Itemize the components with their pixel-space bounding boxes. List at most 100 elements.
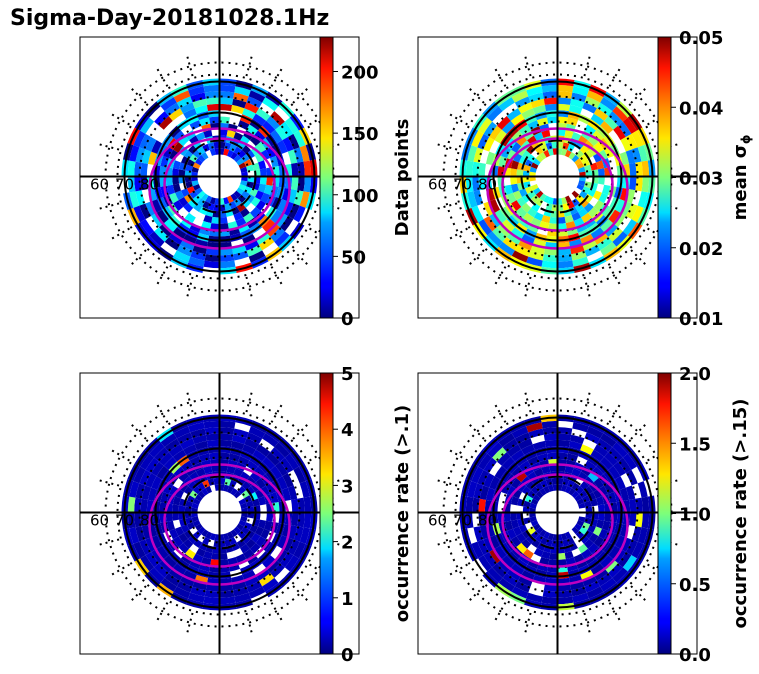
heatmap-cell	[151, 461, 164, 477]
heatmap-cell	[180, 102, 195, 114]
axes-frame	[417, 36, 698, 319]
heatmap-cell	[530, 485, 540, 495]
heatmap-cell	[262, 120, 276, 134]
heatmap-cell	[564, 215, 574, 224]
heatmap-cell	[526, 145, 536, 155]
heatmap-cell	[521, 193, 531, 203]
heatmap-cell	[172, 512, 180, 521]
heatmap-cell	[219, 248, 234, 256]
heatmap-cell	[521, 233, 535, 245]
heatmap-cell	[533, 212, 544, 221]
heatmap-cell	[530, 162, 539, 169]
heatmap-cell	[513, 526, 522, 537]
heatmap-cell	[567, 201, 575, 210]
heatmap-cell	[565, 531, 572, 540]
heatmap-cell	[635, 176, 643, 192]
heatmap-cell	[127, 512, 136, 529]
heatmap-cell	[584, 486, 594, 496]
ring-label: 70	[453, 512, 472, 530]
heatmap-cell	[590, 227, 605, 240]
heatmap-cell	[465, 176, 474, 193]
heatmap-cell	[535, 190, 544, 199]
heatmap-cell	[507, 149, 517, 161]
heatmap-cell	[205, 195, 212, 204]
heatmap-cell	[570, 580, 585, 591]
heatmap-cell	[163, 219, 177, 233]
heatmap-cell	[539, 151, 547, 160]
heatmap-cell	[584, 244, 601, 257]
heatmap-cell	[514, 96, 531, 109]
heatmap-cell	[518, 188, 528, 197]
heatmap-cell	[530, 184, 539, 191]
heatmap-cell	[539, 220, 550, 230]
heatmap-cell	[241, 145, 251, 155]
heatmap-cell	[183, 150, 193, 160]
colorbar	[657, 36, 672, 319]
heatmap-cell	[477, 469, 490, 486]
heatmap-cell	[246, 150, 256, 160]
heatmap-cell	[510, 563, 525, 576]
heatmap-cell	[521, 538, 532, 549]
heatmap-cell	[511, 200, 522, 211]
longitude-spoke	[95, 478, 120, 487]
heatmap-cell	[172, 449, 187, 462]
heatmap-cell	[129, 145, 140, 162]
heatmap-cell	[465, 496, 474, 513]
heatmap-cell	[618, 552, 632, 568]
heatmap-cell	[543, 97, 558, 105]
heatmap-cell	[478, 555, 493, 572]
heatmap-cell	[557, 534, 563, 541]
heatmap-cell	[203, 260, 220, 269]
heatmap-cell	[260, 192, 270, 204]
heatmap-cell	[612, 106, 628, 122]
heatmap-cell	[227, 531, 234, 540]
heatmap-cell	[249, 542, 261, 554]
heatmap-cell	[579, 176, 586, 182]
heatmap-cell	[614, 476, 626, 490]
heatmap-cell	[584, 432, 601, 445]
heatmap-cell	[579, 171, 586, 177]
heatmap-cell	[510, 160, 519, 170]
heatmap-cell	[596, 160, 605, 170]
heatmap-cell	[641, 176, 650, 193]
heatmap-cell	[529, 176, 536, 182]
heatmap-cell	[243, 212, 254, 223]
heatmap-cell	[557, 477, 564, 485]
ring-label: 60	[90, 176, 109, 194]
heatmap-cell	[172, 168, 180, 177]
heatmap-cell	[629, 498, 637, 513]
heatmap-cell	[503, 512, 511, 522]
heatmap-cell	[620, 137, 632, 152]
heatmap-cell	[241, 490, 250, 499]
heatmap-cell	[510, 496, 519, 506]
heatmap-cell	[506, 232, 522, 245]
heatmap-cell	[252, 113, 267, 126]
heatmap-cell	[287, 485, 298, 500]
heatmap-cell	[532, 523, 541, 531]
longitude-spoke	[245, 388, 254, 413]
heatmap-cell	[487, 442, 503, 458]
heatmap-cell	[637, 481, 648, 498]
heatmap-cell	[233, 468, 244, 477]
heatmap-cell	[284, 117, 299, 134]
heatmap-cell	[147, 151, 158, 165]
heatmap-cell	[527, 490, 536, 499]
heatmap-cell	[297, 512, 305, 528]
heatmap-cell	[551, 477, 558, 485]
heatmap-cell	[516, 169, 524, 177]
heatmap-cell	[524, 186, 533, 194]
heatmap-cell	[244, 102, 259, 114]
heatmap-cell	[265, 146, 276, 159]
heatmap-cell	[158, 115, 173, 130]
heatmap-cell	[590, 449, 605, 462]
heatmap-cell	[483, 473, 495, 488]
heatmap-cell	[203, 420, 220, 429]
heatmap-cell	[471, 466, 484, 484]
heatmap-cell	[507, 485, 517, 497]
heatmap-cell	[530, 217, 542, 227]
heatmap-cell	[233, 154, 242, 163]
heatmap-cell	[483, 552, 497, 568]
heatmap-cell	[270, 227, 285, 242]
heatmap-cell	[580, 569, 594, 581]
heatmap-cell	[586, 426, 604, 439]
